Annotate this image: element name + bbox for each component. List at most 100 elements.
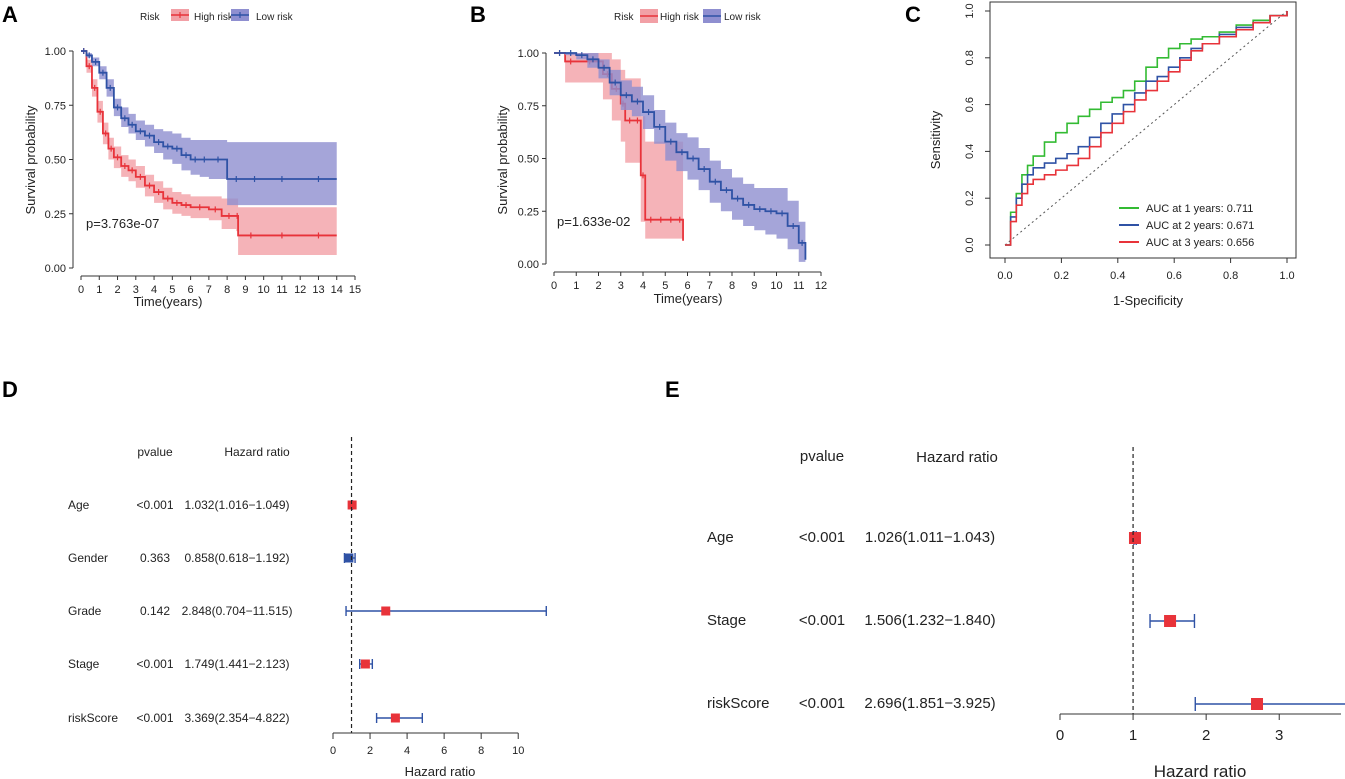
x-tick-label-d: 0 — [330, 745, 336, 757]
row-label-d: Grade — [68, 604, 102, 618]
y-tick-label-c: 0.0 — [964, 237, 976, 252]
x-tick-label-d: 8 — [478, 745, 484, 757]
legend-label-high-b: High risk — [660, 12, 700, 23]
roc-curve-3y — [1005, 11, 1288, 246]
panel-b: Risk High risk Low risk Time(years) Surv… — [495, 12, 762, 306]
row-label-d: Stage — [68, 657, 100, 671]
diagonal-reference-c — [1004, 10, 1288, 246]
xlabel-d: Hazard ratio — [405, 764, 476, 779]
hr-point-d — [390, 713, 400, 723]
legend-label-roc-1: AUC at 1 years: 0.711 — [1146, 203, 1253, 215]
row-pvalue-e: <0.001 — [799, 695, 845, 712]
header-hr-e: Hazard ratio — [916, 449, 998, 466]
panel-letter-e: E — [665, 377, 680, 402]
legend-title-a: Risk — [140, 12, 160, 23]
row-hr-text-d: 2.848(0.704−11.515) — [182, 604, 293, 618]
x-tick-label-a: 3 — [133, 284, 139, 296]
ci-band-low-b — [554, 53, 806, 264]
row-pvalue-e: <0.001 — [799, 612, 845, 629]
x-tick-label-a: 9 — [242, 284, 248, 296]
x-tick-label-b: 12 — [815, 280, 827, 292]
x-tick-label-d: 10 — [512, 745, 524, 757]
panel-letter-b: B — [470, 2, 486, 27]
y-tick-label-b: 0.50 — [518, 154, 539, 166]
panel-letter-a: A — [2, 2, 18, 27]
x-tick-label-c: 0.6 — [1167, 270, 1182, 282]
x-tick-label-a: 0 — [78, 284, 84, 296]
hr-point-d — [344, 553, 354, 563]
legend-label-high-a: High risk — [194, 12, 234, 23]
row-pvalue-d: <0.001 — [136, 498, 173, 512]
x-tick-label-b: 8 — [729, 280, 735, 292]
x-tick-label-b: 5 — [662, 280, 668, 292]
legend-label-roc-3: AUC at 3 years: 0.656 — [1146, 237, 1254, 249]
row-label-e: Age — [707, 529, 734, 546]
x-tick-label-b: 4 — [640, 280, 646, 292]
row-label-e: Stage — [707, 612, 746, 629]
ylabel-c: Sensitivity — [928, 110, 943, 169]
x-tick-label-d: 2 — [367, 745, 373, 757]
legend-title-b: Risk — [614, 12, 634, 23]
hr-point-e — [1164, 615, 1177, 627]
row-hr-text-e: 2.696(1.851−3.925) — [864, 695, 995, 712]
x-tick-label-a: 4 — [151, 284, 157, 296]
x-tick-label-a: 5 — [169, 284, 175, 296]
x-tick-label-a: 8 — [224, 284, 230, 296]
row-pvalue-d: <0.001 — [136, 657, 173, 671]
panel-letter-c: C — [905, 2, 921, 27]
x-tick-label-c: 0.2 — [1054, 270, 1069, 282]
panel-e: pvalue Hazard ratio Hazard ratio — [800, 448, 1246, 779]
y-tick-label-c: 0.8 — [964, 50, 976, 65]
y-tick-label-c: 0.4 — [964, 144, 976, 159]
x-tick-label-b: 1 — [573, 280, 579, 292]
ci-band-high-b — [554, 53, 684, 260]
y-tick-label-b: 0.00 — [518, 259, 539, 271]
y-tick-label-c: 0.6 — [964, 97, 976, 112]
x-tick-label-a: 7 — [206, 284, 212, 296]
row-hr-text-d: 1.749(1.441−2.123) — [184, 657, 289, 671]
survival-line-high-a — [81, 50, 337, 237]
x-tick-label-b: 9 — [751, 280, 757, 292]
xlabel-e: Hazard ratio — [1154, 762, 1247, 779]
plot-frame-c — [989, 1, 1297, 259]
x-tick-label-e: 1 — [1129, 727, 1137, 744]
header-pvalue-d: pvalue — [137, 445, 173, 459]
pvalue-annotation-a: p=3.763e-07 — [86, 216, 159, 231]
row-hr-text-d: 0.858(0.618−1.192) — [184, 551, 289, 565]
y-tick-label-a: 0.00 — [45, 263, 66, 275]
x-tick-label-d: 4 — [404, 745, 410, 757]
row-label-d: riskScore — [68, 711, 118, 725]
x-tick-label-a: 6 — [188, 284, 194, 296]
survival-line-low-a — [81, 50, 337, 180]
x-tick-label-b: 2 — [595, 280, 601, 292]
row-hr-text-e: 1.026(1.011−1.043) — [865, 529, 995, 546]
hr-point-e — [1128, 532, 1141, 544]
row-hr-text-d: 3.369(2.354−4.822) — [184, 711, 289, 725]
x-tick-label-c: 0.8 — [1223, 270, 1238, 282]
xlabel-c: 1-Specificity — [1113, 293, 1184, 308]
legend-label-roc-2: AUC at 2 years: 0.671 — [1146, 220, 1254, 232]
panel-c: 1-Specificity Sensitivity — [928, 110, 1184, 308]
x-tick-label-a: 11 — [276, 284, 287, 296]
row-pvalue-d: <0.001 — [136, 711, 173, 725]
header-hr-d: Hazard ratio — [224, 445, 290, 459]
ylabel-b: Survival probability — [495, 105, 510, 215]
y-tick-label-c: 1.0 — [964, 3, 976, 18]
row-label-d: Gender — [68, 551, 108, 565]
x-tick-label-d: 6 — [441, 745, 447, 757]
ylabel-a: Survival probability — [23, 105, 38, 215]
x-tick-label-a: 15 — [349, 284, 361, 296]
y-tick-label-a: 0.75 — [45, 100, 66, 112]
xlabel-b: Time(years) — [654, 291, 723, 306]
row-hr-text-d: 1.032(1.016−1.049) — [184, 498, 289, 512]
panel-d: pvalue Hazard ratio Hazard ratio — [137, 445, 475, 779]
row-hr-text-e: 1.506(1.232−1.840) — [864, 612, 995, 629]
x-tick-label-b: 11 — [793, 280, 804, 292]
hr-point-d — [360, 659, 370, 669]
hr-point-e — [1251, 698, 1264, 710]
xlabel-a: Time(years) — [134, 294, 203, 309]
legend-label-low-a: Low risk — [256, 12, 294, 23]
x-tick-label-c: 0.0 — [997, 270, 1012, 282]
x-tick-label-a: 2 — [114, 284, 120, 296]
